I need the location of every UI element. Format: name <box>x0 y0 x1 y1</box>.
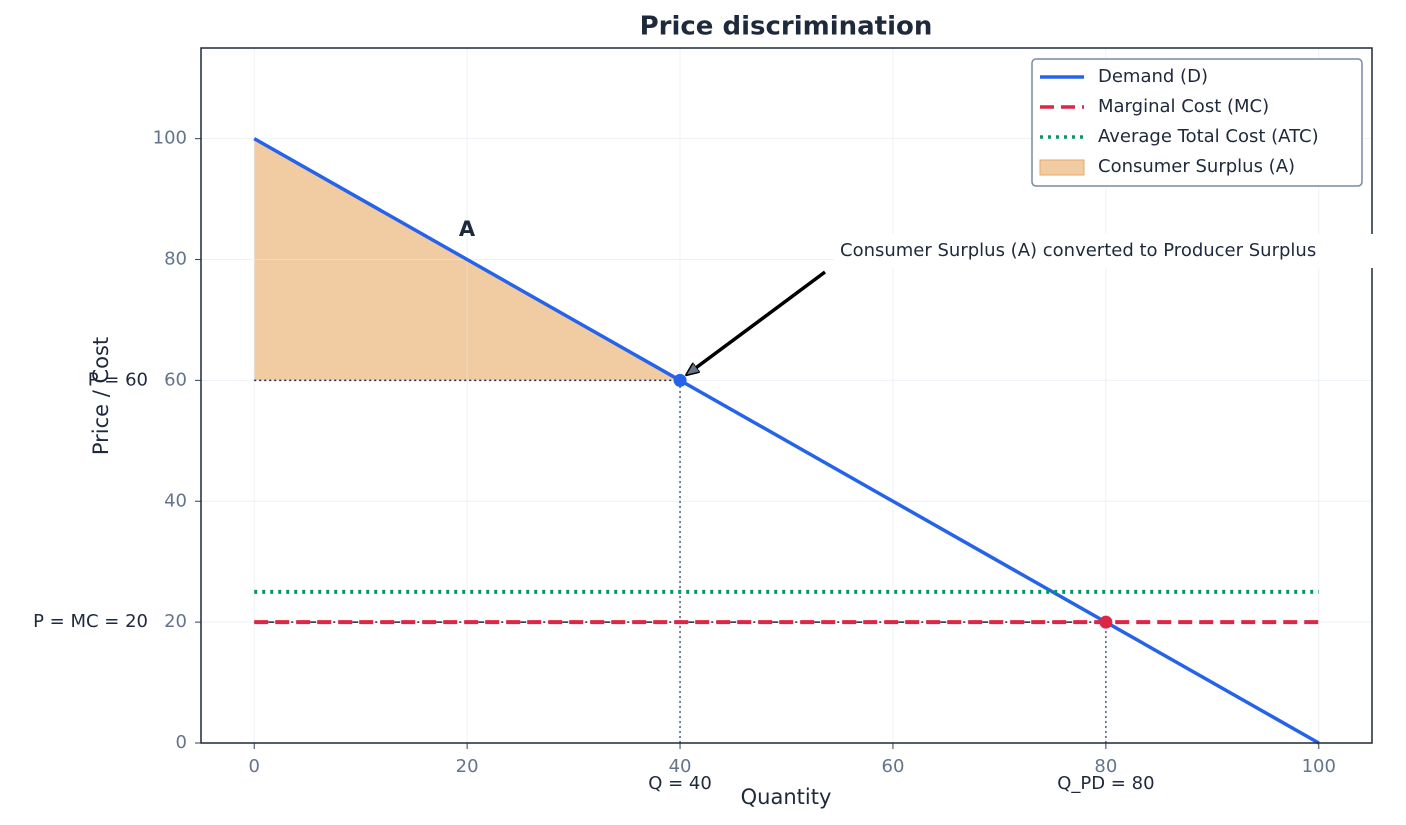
x-tick-label: 0 <box>249 756 260 777</box>
legend-label: Marginal Cost (MC) <box>1098 96 1269 117</box>
y-tick-label: 60 <box>164 369 187 390</box>
y-tick-label: 80 <box>164 249 187 270</box>
y-guide-label: P = 60 <box>88 369 148 390</box>
legend-label: Consumer Surplus (A) <box>1098 156 1295 177</box>
point <box>673 373 687 387</box>
y-tick-label: 100 <box>153 128 187 149</box>
series-line <box>253 137 1320 745</box>
x-guide-label: Q_PD = 80 <box>1057 773 1154 794</box>
x-guide-label: Q = 40 <box>648 773 712 794</box>
annotation-label: A <box>459 217 476 241</box>
plot-frame <box>200 47 1373 744</box>
legend: Demand (D) Marginal Cost (MC) Average Tota… <box>1031 58 1363 187</box>
y-tick-label: 40 <box>164 490 187 511</box>
annotation-text: Consumer Surplus (A) converted to Produc… <box>840 240 1316 261</box>
point <box>1099 615 1113 629</box>
x-tick-label: 40 <box>669 756 692 777</box>
annotation-arrow <box>687 270 827 374</box>
y-guide-label: P = MC = 20 <box>33 611 148 632</box>
legend-swatch <box>1039 159 1085 176</box>
x-tick-label: 20 <box>456 756 479 777</box>
legend-label: Average Total Cost (ATC) <box>1098 126 1319 147</box>
y-tick-label: 20 <box>164 611 187 632</box>
y-tick-label: 0 <box>176 732 187 753</box>
chart-title: Price discrimination <box>640 12 933 42</box>
legend-label: Demand (D) <box>1098 66 1208 87</box>
x-axis-label: Quantity <box>741 785 832 809</box>
y-axis-label: Price / Cost <box>89 337 113 455</box>
legend-box <box>1031 58 1363 187</box>
x-tick-label: 60 <box>882 756 905 777</box>
x-tick-label: 80 <box>1094 756 1117 777</box>
annotation-box <box>834 234 1398 268</box>
x-tick-label: 100 <box>1302 756 1336 777</box>
